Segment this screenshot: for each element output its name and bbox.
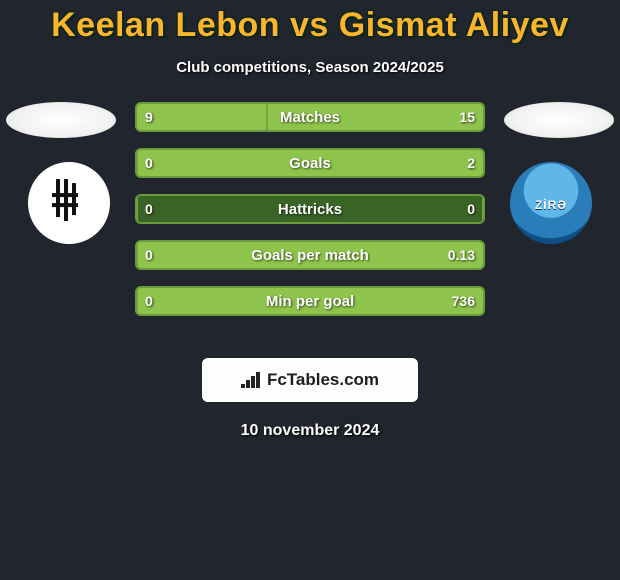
stat-bar-fill-right [137, 242, 483, 268]
stat-bar: Hattricks00 [135, 194, 485, 224]
player-right-photo [504, 102, 614, 138]
stat-bar-fill-right [137, 288, 483, 314]
club-right-badge [510, 162, 592, 244]
page-subtitle: Club competitions, Season 2024/2025 [0, 59, 620, 76]
stat-bar-track [135, 286, 485, 316]
stat-bar: Matches915 [135, 102, 485, 132]
stat-bar-fill-right [267, 104, 483, 130]
stat-bar: Min per goal0736 [135, 286, 485, 316]
stat-bar: Goals per match00.13 [135, 240, 485, 270]
stat-bar-track [135, 148, 485, 178]
stat-bar-track [135, 102, 485, 132]
stat-bar-fill-left [137, 104, 267, 130]
stat-bar-track [135, 194, 485, 224]
comparison-stage: Matches915 Goals02 Hattricks00 Goals per ma… [0, 98, 620, 358]
credit-badge: FcTables.com [202, 358, 418, 402]
stat-bar: Goals02 [135, 148, 485, 178]
player-left-photo [6, 102, 116, 138]
stat-bar-fill-right [137, 150, 483, 176]
page-title: Keelan Lebon vs Gismat Aliyev [0, 0, 620, 45]
generated-date: 10 november 2024 [0, 422, 620, 440]
barchart-icon [241, 372, 261, 388]
stat-bar-fill-left [137, 196, 138, 222]
club-left-badge [28, 162, 110, 244]
stat-bar-track [135, 240, 485, 270]
stat-bar-fill-right [482, 196, 483, 222]
credit-text: FcTables.com [267, 370, 379, 390]
stat-bars: Matches915 Goals02 Hattricks00 Goals per ma… [135, 102, 485, 332]
